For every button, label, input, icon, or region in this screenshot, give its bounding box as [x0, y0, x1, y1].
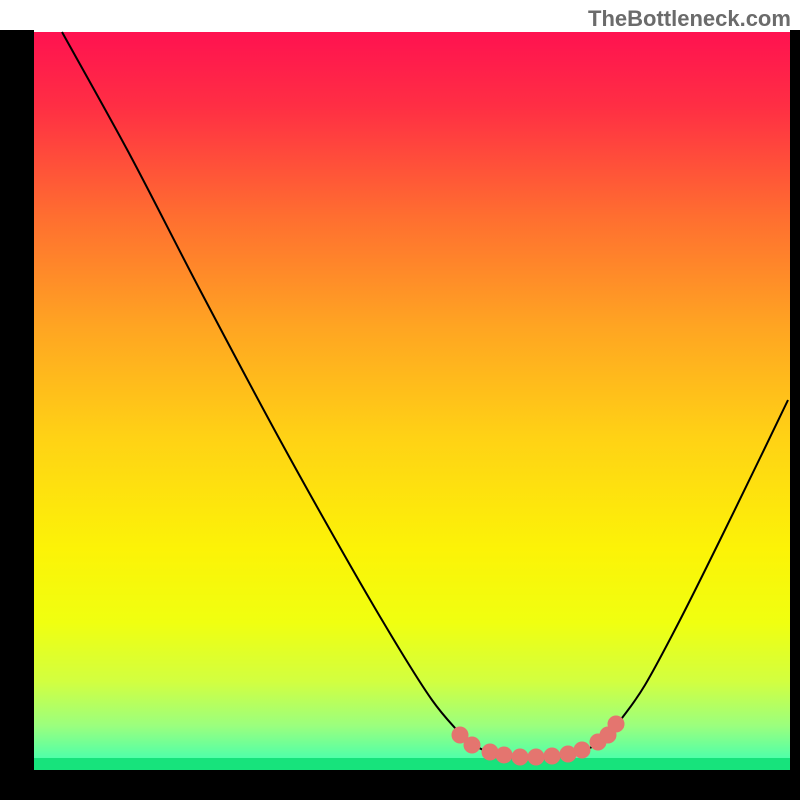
plot-gradient-background	[34, 32, 790, 770]
chart-container: TheBottleneck.com	[0, 0, 800, 800]
frame-left	[0, 30, 34, 800]
bottom-green-band	[34, 758, 790, 770]
frame-bottom	[0, 770, 800, 800]
frame-right	[790, 30, 800, 800]
watermark-text: TheBottleneck.com	[588, 6, 791, 32]
